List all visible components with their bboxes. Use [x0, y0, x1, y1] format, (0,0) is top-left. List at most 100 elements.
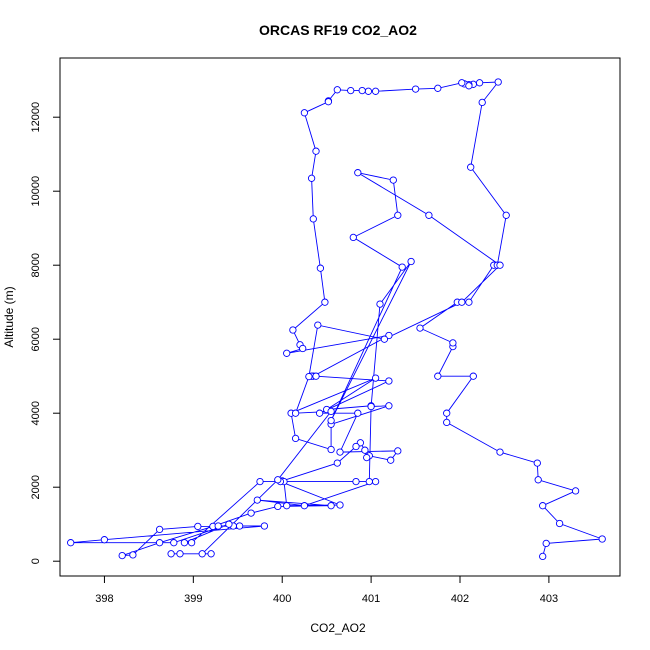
data-point [291, 434, 300, 443]
data-point [253, 496, 261, 504]
data-point [443, 418, 451, 427]
data-point [398, 263, 406, 271]
data-point [407, 257, 415, 266]
data-series [67, 78, 606, 561]
data-point [496, 448, 504, 456]
data-point [180, 539, 189, 547]
data-point [283, 349, 291, 357]
data-point [354, 409, 362, 417]
data-point [494, 78, 502, 86]
data-point [129, 551, 137, 559]
x-tick-label: 401 [362, 593, 380, 605]
data-point [194, 522, 202, 531]
y-axis-label: Altitude (m) [2, 286, 16, 347]
data-point [155, 525, 164, 534]
data-point [312, 147, 320, 155]
data-point [118, 551, 126, 560]
chart-title: ORCAS RF19 CO2_AO2 [259, 22, 417, 38]
data-point [283, 502, 291, 510]
x-tick-label: 403 [540, 593, 558, 605]
y-tick-label: 0 [30, 558, 42, 564]
data-point [385, 402, 393, 410]
data-point [389, 176, 397, 184]
data-point [465, 82, 473, 90]
x-tick-label: 399 [184, 593, 202, 605]
data-point [167, 550, 175, 558]
data-point [347, 86, 355, 95]
data-point [363, 453, 371, 462]
data-point [449, 339, 457, 347]
data-point [598, 535, 606, 543]
data-point [247, 509, 255, 517]
x-tick-label: 402 [451, 593, 469, 605]
data-point [465, 298, 473, 306]
data-point [533, 459, 541, 467]
y-tick-label: 10000 [30, 176, 42, 207]
data-point [67, 539, 75, 547]
data-point [327, 416, 335, 425]
data-point [539, 502, 547, 510]
data-point [321, 298, 329, 306]
data-point [376, 300, 384, 308]
y-tick-label: 2000 [30, 475, 42, 499]
data-point [542, 539, 550, 548]
x-tick-label: 400 [273, 593, 291, 605]
data-point [411, 85, 420, 93]
data-point [235, 522, 244, 530]
data-point [467, 163, 475, 171]
data-point [336, 448, 344, 456]
data-point [327, 407, 335, 416]
data-point [333, 86, 341, 94]
data-point [434, 84, 442, 92]
data-point [394, 447, 402, 455]
data-point [416, 324, 424, 332]
data-point [300, 109, 309, 117]
data-point [371, 374, 380, 382]
data-point [555, 519, 564, 528]
data-point [364, 87, 373, 95]
data-point [187, 539, 196, 547]
data-point [352, 477, 360, 486]
data-point [367, 402, 375, 411]
data-point [256, 477, 264, 486]
data-point [315, 409, 324, 417]
y-tick-label: 12000 [30, 102, 42, 133]
data-point [358, 86, 366, 95]
data-point [305, 372, 313, 381]
plot-frame [59, 57, 621, 577]
y-tick-label: 6000 [30, 327, 42, 351]
data-point [475, 79, 484, 87]
data-point [300, 502, 309, 510]
x-axis-label: CO2_AO2 [310, 621, 366, 635]
x-tick-label: 398 [95, 593, 113, 605]
data-point [352, 442, 360, 451]
data-point [380, 335, 389, 343]
data-point [225, 520, 233, 528]
data-point [207, 550, 215, 558]
data-point [327, 445, 335, 454]
data-point [354, 169, 362, 177]
data-point [155, 539, 164, 547]
data-point [312, 372, 320, 380]
data-point [333, 459, 341, 467]
data-point [349, 233, 357, 242]
data-point [289, 326, 297, 334]
data-point [371, 477, 380, 486]
data-point [100, 536, 109, 544]
y-tick-label: 4000 [30, 401, 42, 425]
data-point [571, 487, 580, 495]
data-point [458, 298, 466, 306]
data-point [314, 321, 322, 329]
data-point [307, 174, 316, 182]
data-point [478, 98, 486, 107]
data-point [336, 501, 344, 509]
data-point [176, 550, 184, 558]
data-point [434, 372, 442, 380]
data-point [274, 476, 282, 484]
data-point [361, 446, 369, 454]
data-point [309, 215, 317, 223]
x-axis: 398 399 400 401 402 403 [95, 576, 558, 605]
data-point [365, 477, 373, 486]
data-point [443, 409, 451, 417]
data-point [539, 552, 547, 561]
